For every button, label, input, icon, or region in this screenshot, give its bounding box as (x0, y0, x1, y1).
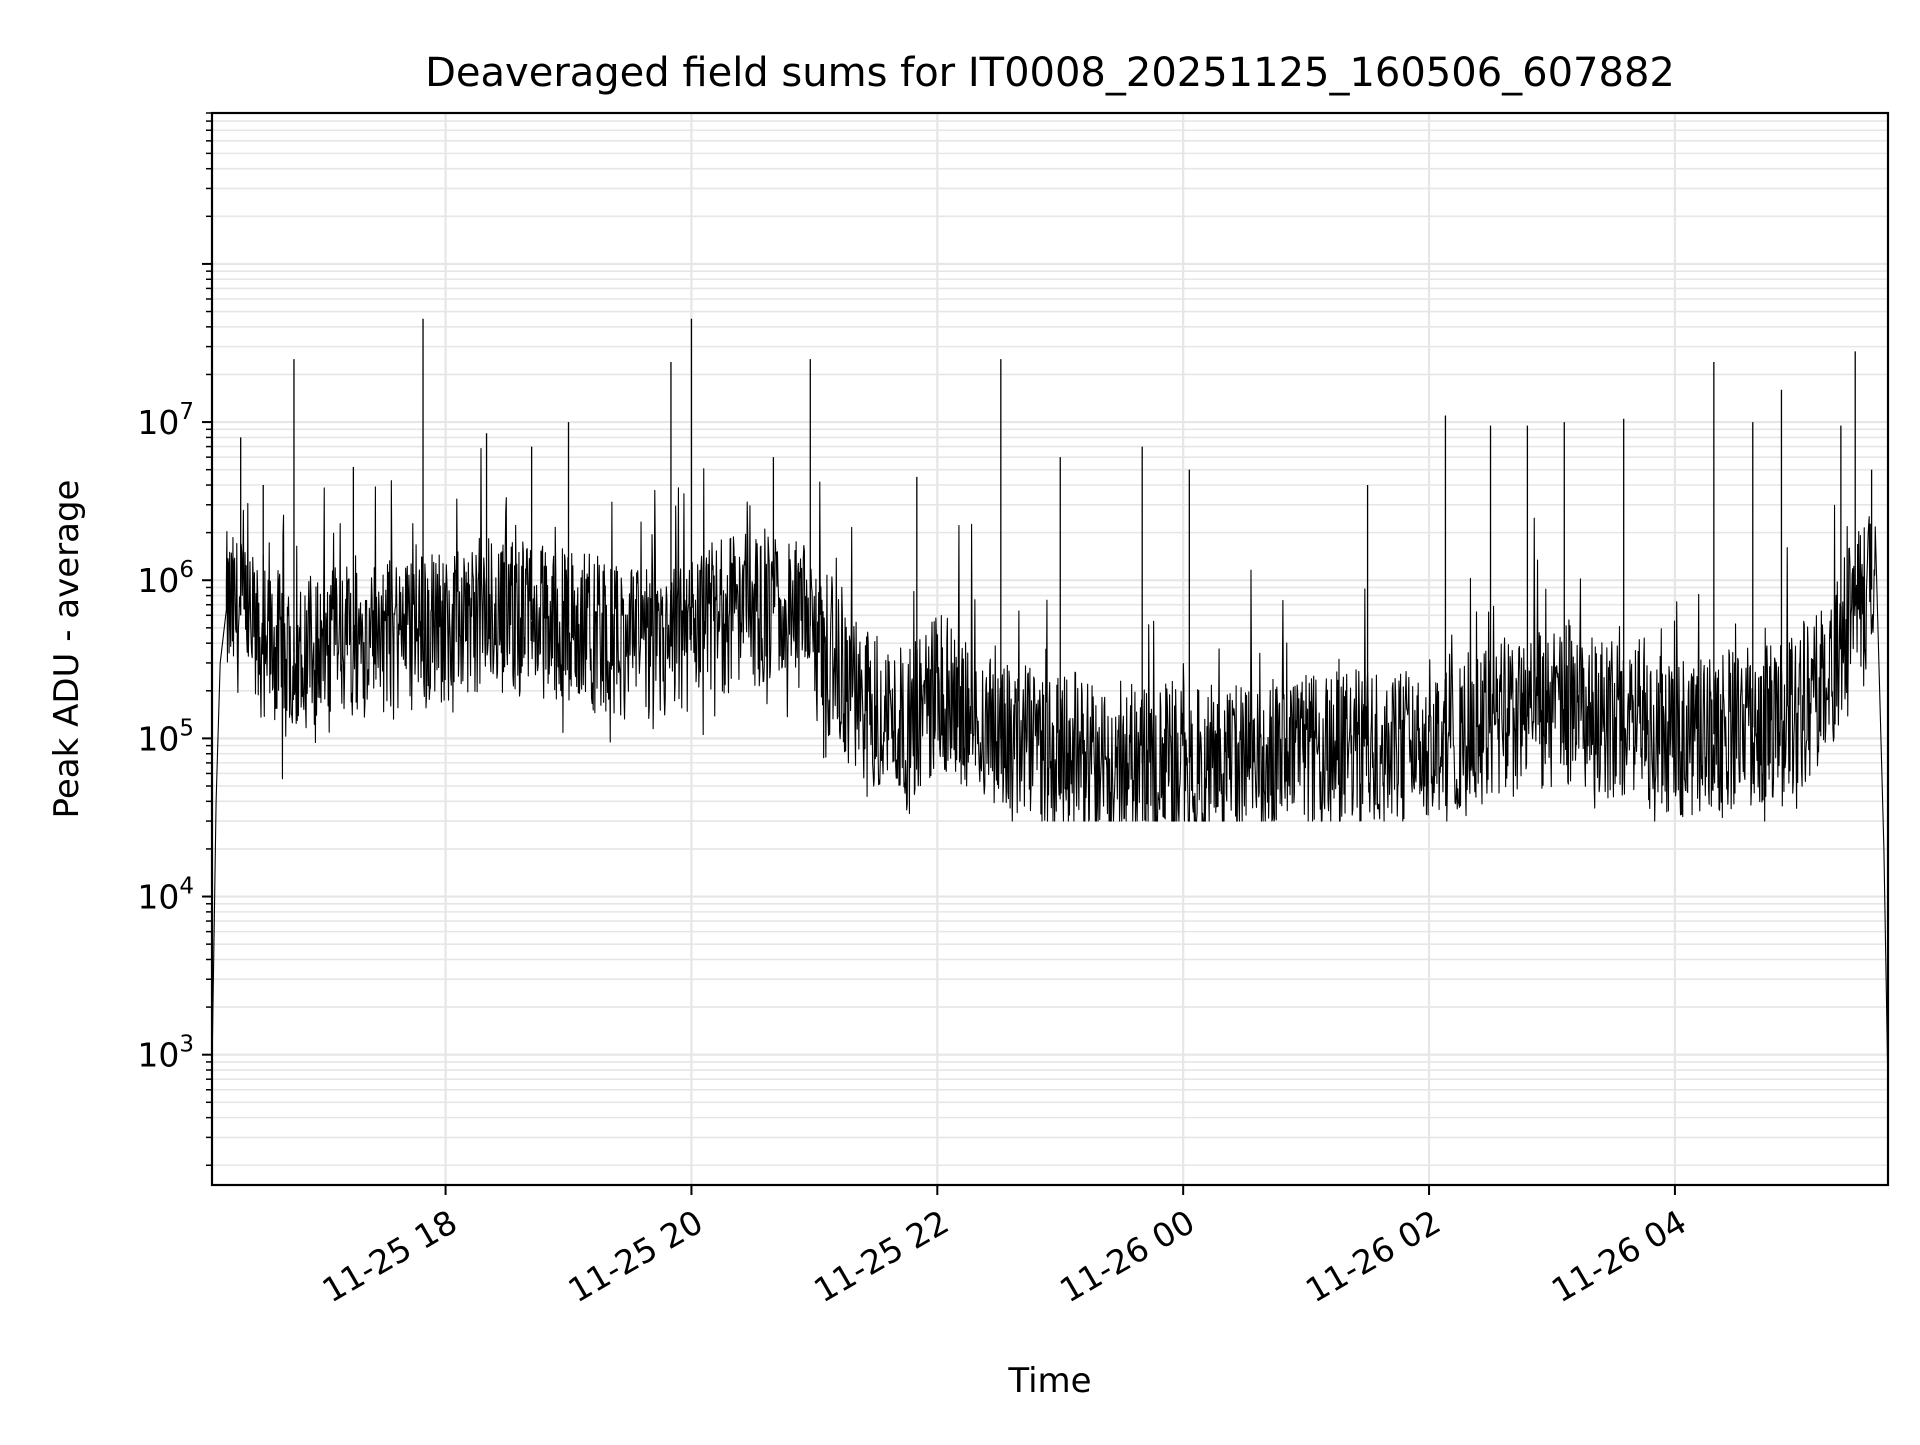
y-tick-base: 10 (137, 403, 179, 442)
y-tick-label: 106 (137, 557, 194, 600)
y-tick-exponent: 7 (179, 399, 194, 425)
y-tick-exponent: 6 (179, 557, 194, 583)
y-tick-base: 10 (137, 561, 179, 600)
data-series-line (211, 448, 1889, 1090)
chart-title: Deaveraged field sums for IT0008_2025112… (425, 50, 1675, 96)
y-tick-base: 10 (137, 1036, 179, 1075)
y-tick-exponent: 5 (179, 715, 194, 741)
y-tick-base: 10 (137, 719, 179, 758)
x-axis-label: Time (1007, 1361, 1091, 1401)
y-tick-label: 107 (137, 399, 194, 442)
y-axis-label: Peak ADU - average (47, 480, 87, 819)
grid-lines (212, 112, 1888, 1185)
y-tick-exponent: 4 (179, 874, 194, 900)
y-tick-label: 104 (137, 874, 194, 917)
data-layer (211, 318, 1889, 1090)
plot-frame (210, 111, 1890, 1187)
y-tick-base: 10 (137, 878, 179, 917)
y-tick-exponent: 3 (179, 1032, 194, 1058)
y-tick-label: 105 (137, 715, 194, 758)
y-tick-label: 103 (137, 1032, 194, 1075)
